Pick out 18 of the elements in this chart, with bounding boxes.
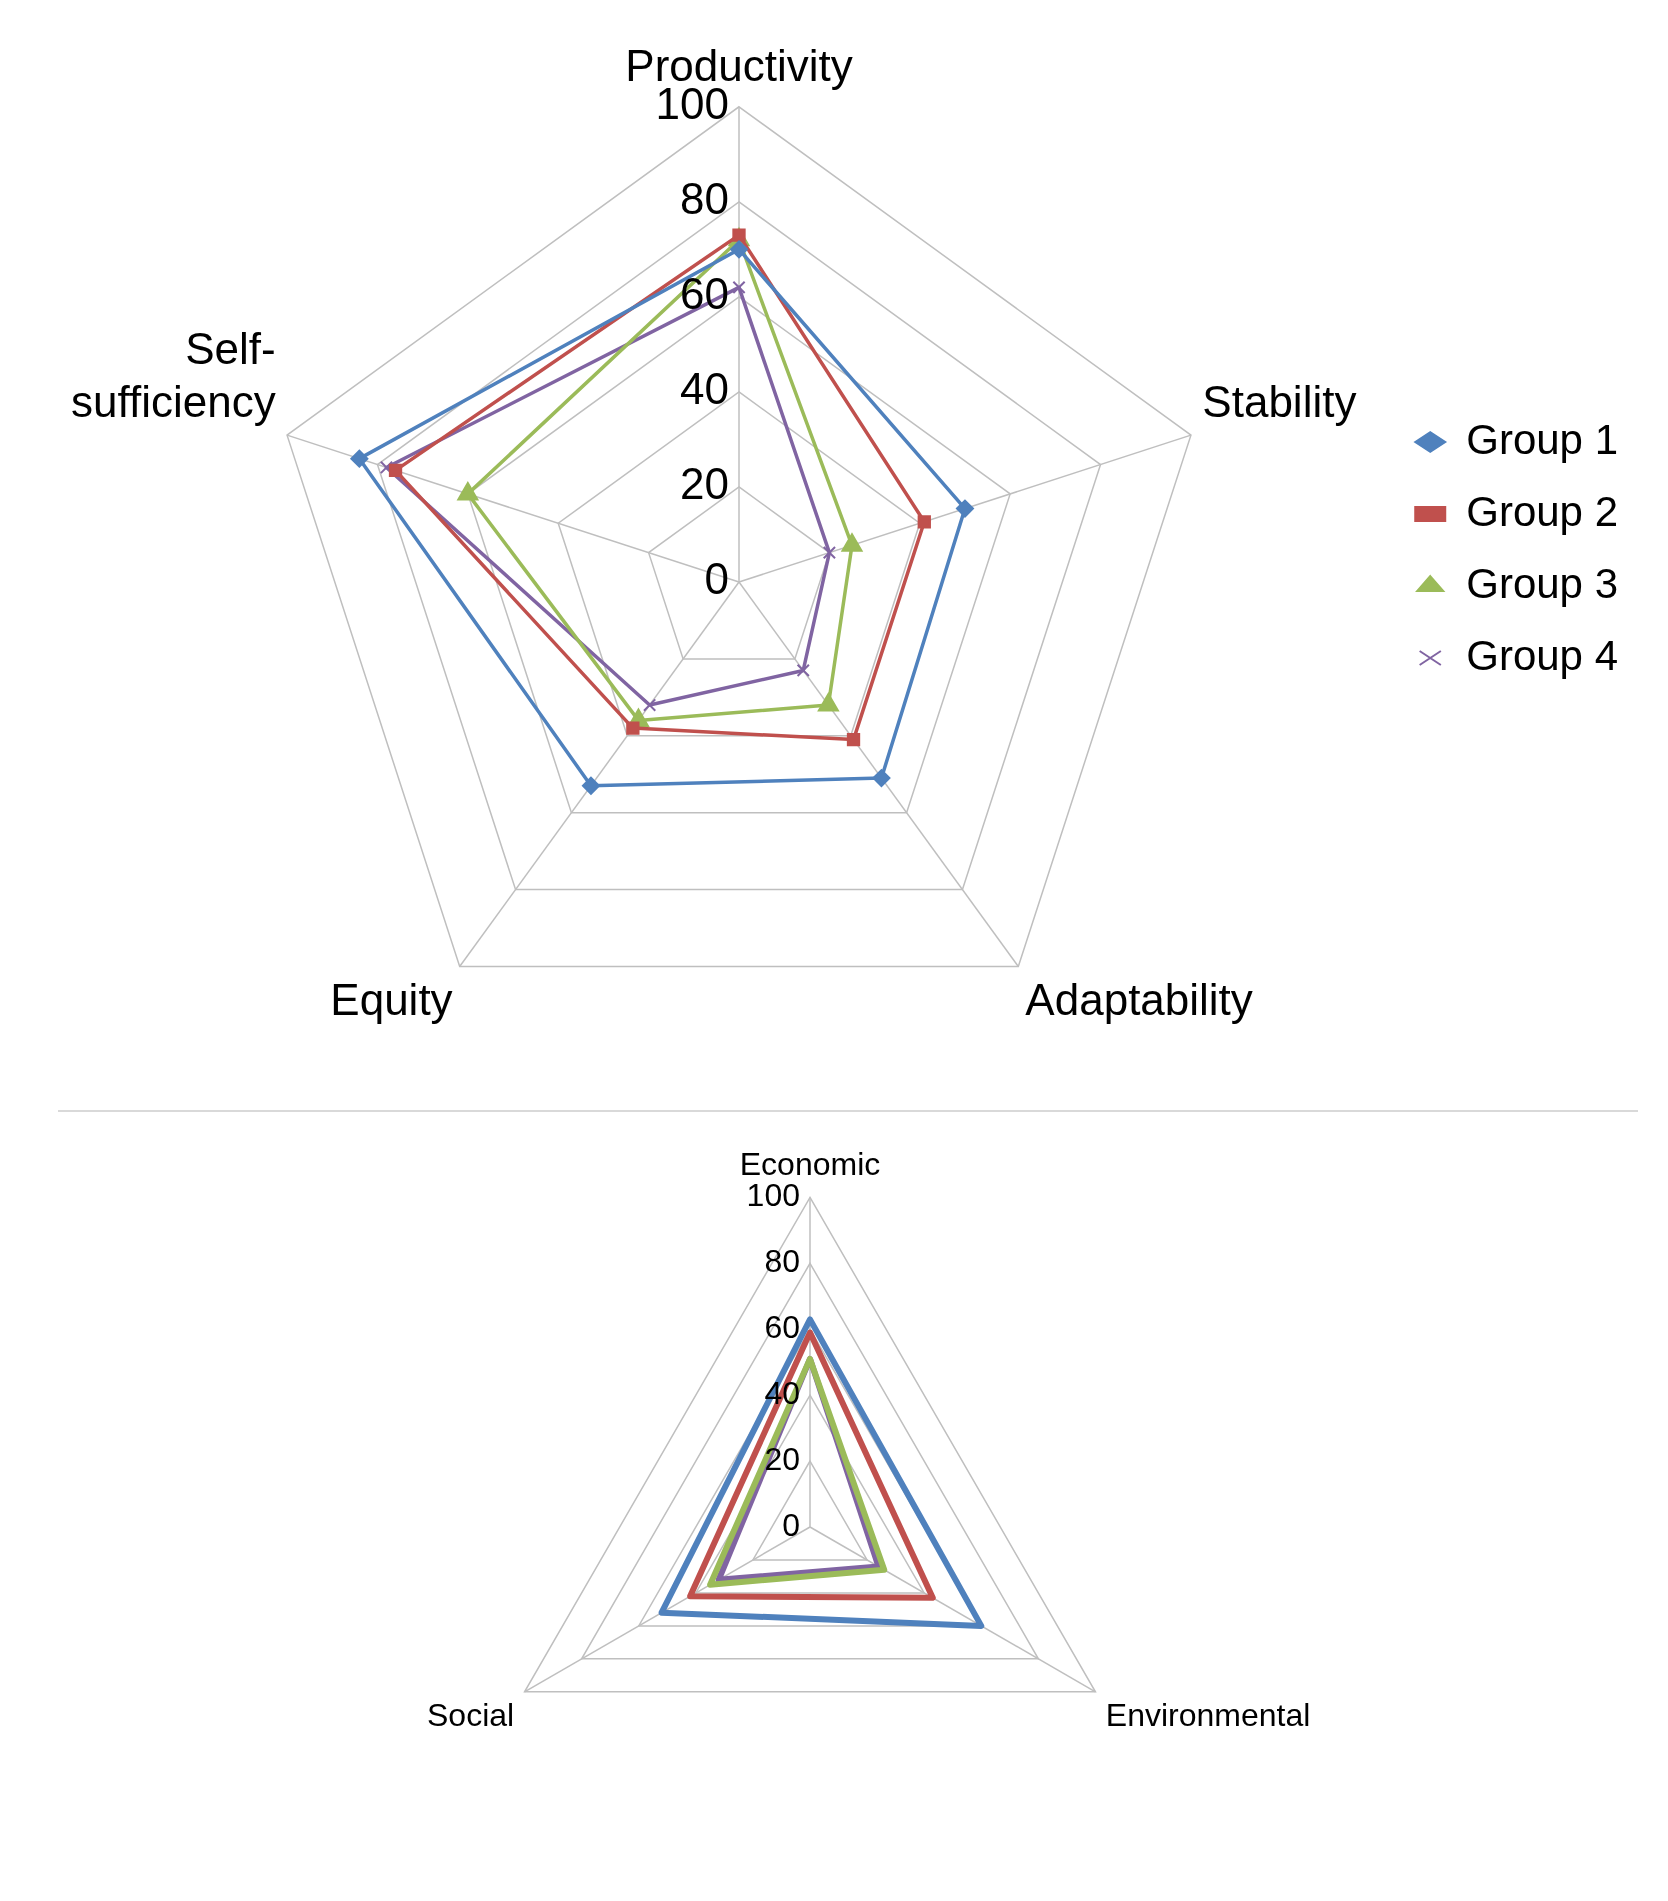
y-tick-label: 0 [782, 1506, 800, 1543]
legend-label: Group 2 [1466, 487, 1619, 535]
legend-label: Group 1 [1466, 415, 1619, 463]
spoke-label: Adaptability [1025, 974, 1253, 1024]
legend-label: Group 3 [1466, 559, 1619, 607]
spoke-label: Self-sufficiency [71, 324, 276, 427]
y-tick-label: 20 [680, 459, 729, 509]
y-tick-label: 60 [764, 1309, 800, 1346]
spoke-label: Environmental [1105, 1696, 1311, 1733]
y-tick-label: 80 [680, 173, 729, 223]
spoke-label: Stability [1202, 377, 1357, 427]
y-tick-label: 40 [680, 364, 729, 414]
spoke-label: Productivity [625, 40, 853, 90]
y-tick-label: 0 [704, 554, 729, 604]
legend-label: Group 4 [1466, 631, 1619, 679]
spoke-label: Social [427, 1696, 515, 1733]
spoke-label: Equity [330, 974, 453, 1024]
y-tick-label: 80 [764, 1243, 800, 1280]
